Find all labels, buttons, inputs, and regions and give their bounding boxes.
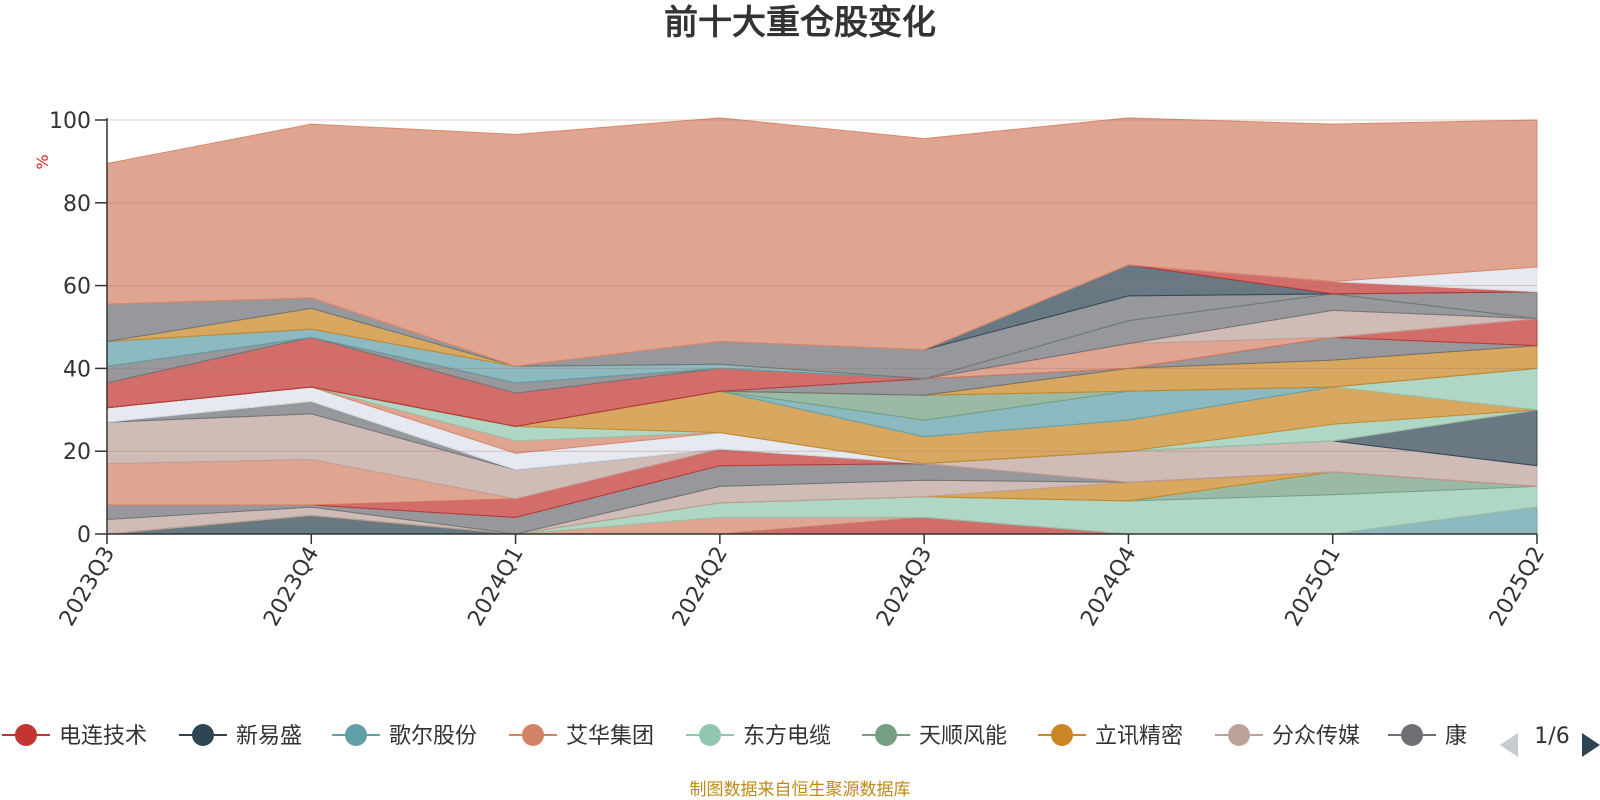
legend-label: 新易盛	[236, 724, 302, 749]
legend-item[interactable]: 天顺风能	[862, 724, 1007, 749]
legend-label: 艾华集团	[566, 724, 654, 749]
legend-item[interactable]: 立讯精密	[1038, 724, 1183, 749]
y-tick-label: 40	[63, 357, 91, 382]
x-tick-label: 2025Q2	[1485, 543, 1550, 631]
x-tick-label: 2023Q4	[259, 543, 324, 631]
legend: 电连技术 新易盛 歌尔股份 艾华集团 东方电缆 天顺风能 立讯精密 分众传媒 康	[2, 724, 1467, 749]
source-note: 制图数据来自恒生聚源数据库	[690, 780, 911, 800]
grid-overlay	[107, 119, 1537, 452]
legend-circle-icon	[192, 724, 214, 746]
y-axis-unit: %	[33, 154, 52, 169]
y-tick-label: 0	[77, 523, 91, 548]
x-tick-label: 2024Q4	[1076, 543, 1141, 631]
y-tick-label: 100	[49, 109, 91, 134]
legend-label: 歌尔股份	[389, 724, 477, 749]
legend-circle-icon	[1228, 724, 1250, 746]
y-tick-label: 20	[63, 440, 91, 465]
legend-item[interactable]: 歌尔股份	[332, 724, 477, 749]
chart-title: 前十大重仓股变化	[664, 3, 936, 43]
legend-label: 电连技术	[59, 724, 147, 749]
x-tick-label: 2024Q3	[872, 543, 937, 631]
legend-label: 分众传媒	[1272, 724, 1360, 749]
legend-label: 东方电缆	[743, 724, 831, 749]
legend-pager: 1/6	[1500, 724, 1600, 757]
legend-circle-icon	[522, 724, 544, 746]
legend-page-indicator: 1/6	[1534, 724, 1569, 749]
legend-circle-icon	[699, 724, 721, 746]
legend-item[interactable]: 新易盛	[179, 724, 302, 749]
legend-circle-icon	[1051, 724, 1073, 746]
x-tick-label: 2024Q2	[668, 543, 733, 631]
legend-item[interactable]: 东方电缆	[686, 724, 831, 749]
series-areas	[106, 117, 1538, 535]
legend-circle-icon	[345, 724, 367, 746]
legend-circle-icon	[1401, 724, 1423, 746]
legend-item[interactable]: 分众传媒	[1215, 724, 1360, 749]
x-tick-label: 2024Q1	[463, 543, 528, 631]
legend-prev-icon[interactable]	[1500, 733, 1518, 757]
y-tick-label: 60	[63, 275, 91, 300]
legend-label: 立讯精密	[1095, 724, 1183, 749]
legend-label: 天顺风能	[919, 724, 1007, 749]
area-series-34	[106, 117, 1538, 367]
legend-circle-icon	[875, 724, 897, 746]
x-tick-label: 2025Q1	[1281, 543, 1346, 631]
legend-next-icon[interactable]	[1582, 733, 1600, 757]
legend-item[interactable]: 康	[1388, 724, 1467, 749]
legend-item[interactable]: 艾华集团	[509, 724, 654, 749]
legend-item[interactable]: 电连技术	[2, 724, 147, 749]
legend-label: 康	[1445, 724, 1467, 749]
x-tick-label: 2023Q3	[55, 543, 120, 631]
y-tick-label: 80	[63, 192, 91, 217]
legend-circle-icon	[15, 724, 37, 746]
